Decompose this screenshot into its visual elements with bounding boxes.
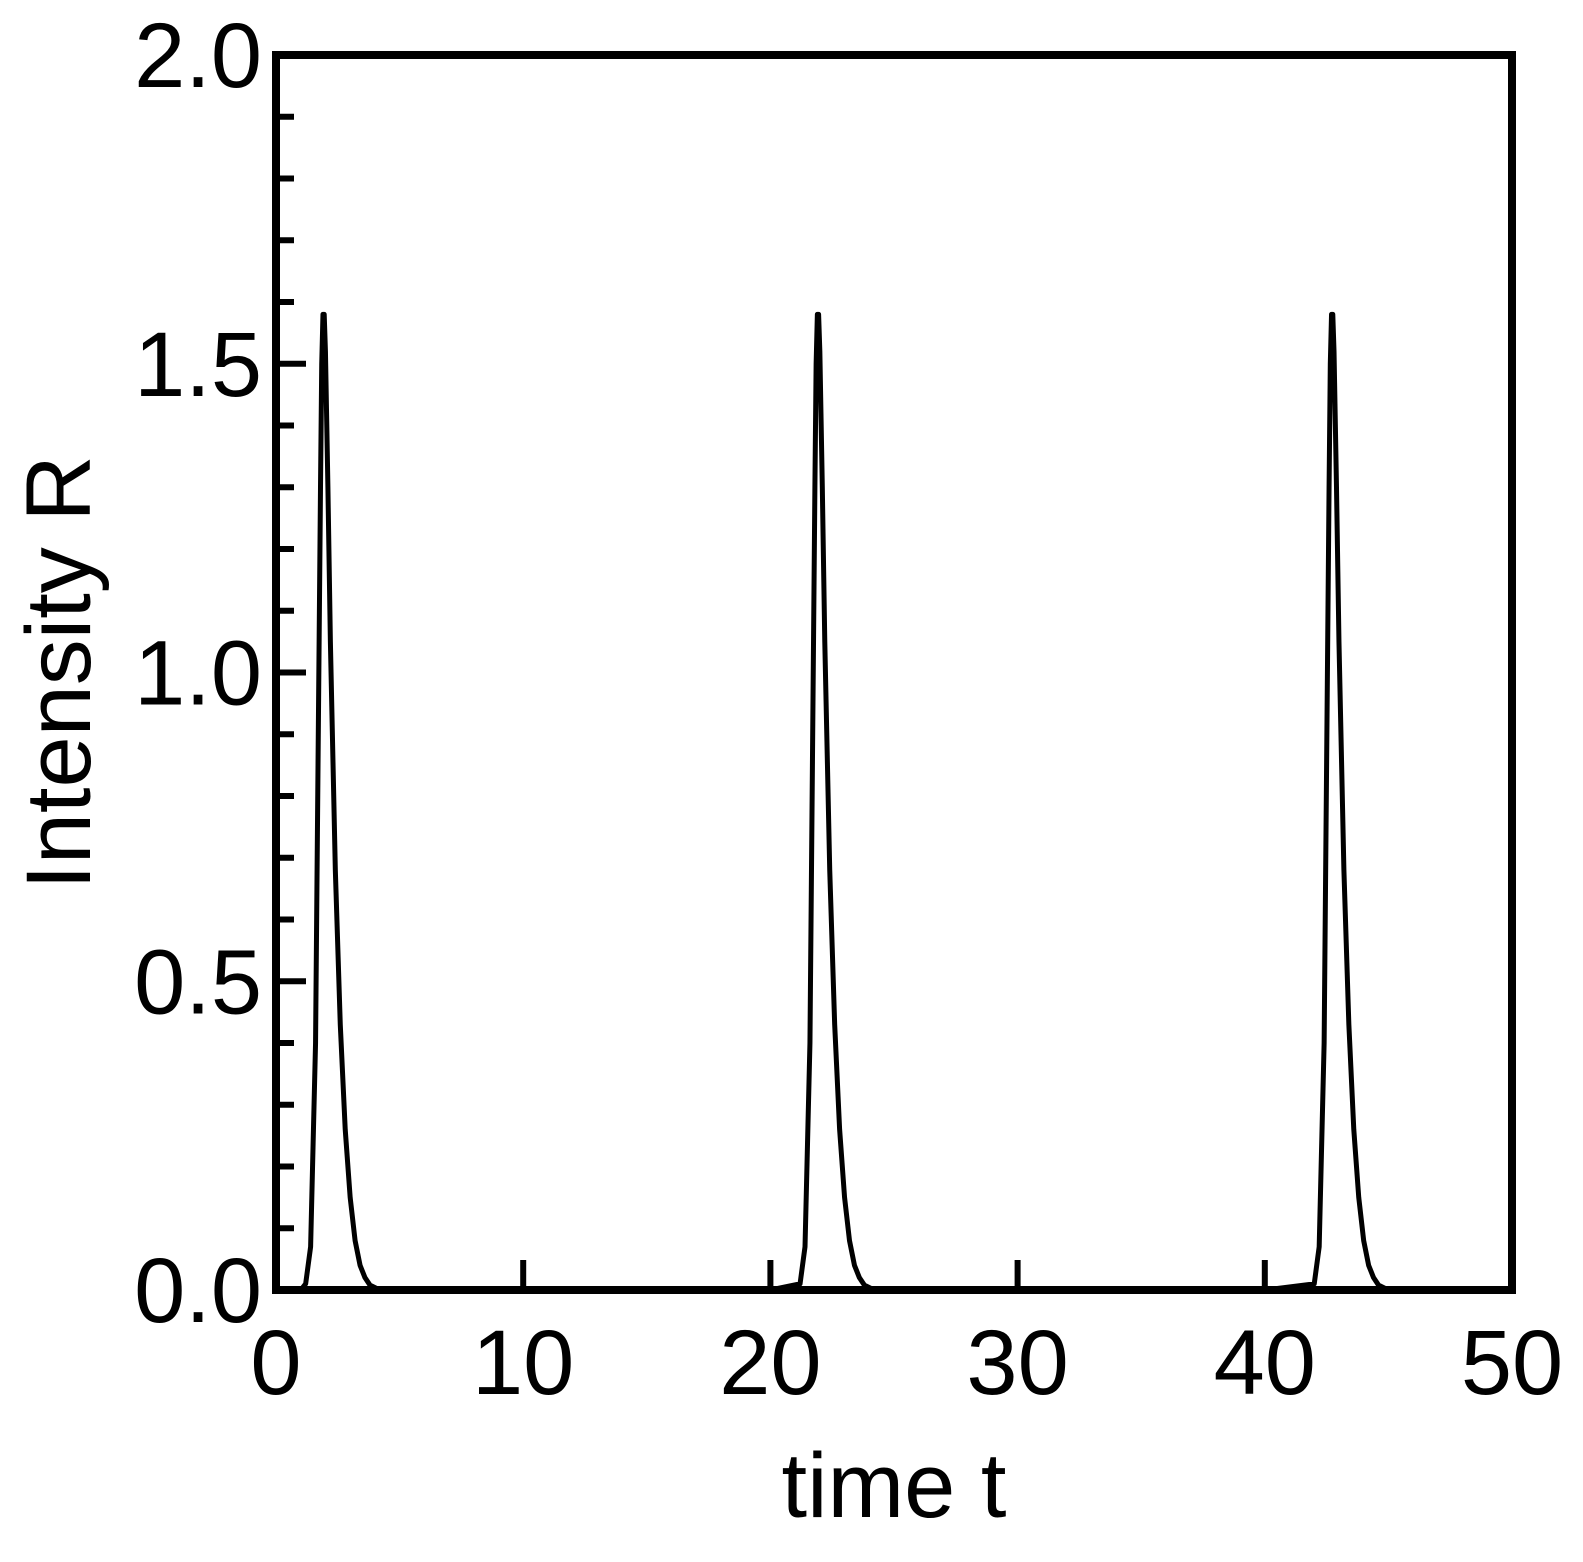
- x-axis-title: time t: [782, 1435, 1007, 1537]
- series-line-intensity: [276, 311, 1512, 1293]
- x-tick-label: 40: [1214, 1312, 1316, 1414]
- x-tick-label: 0: [250, 1312, 301, 1414]
- x-tick-label: 30: [966, 1312, 1068, 1414]
- y-tick-label: 2.0: [134, 5, 262, 107]
- y-tick-label: 1.0: [134, 623, 262, 725]
- plot-frame: [272, 51, 1516, 1294]
- y-axis-title: Intensity R: [8, 455, 110, 890]
- x-tick-label: 20: [719, 1312, 821, 1414]
- y-tick-label: 0.5: [134, 931, 262, 1033]
- x-tick-label: 50: [1461, 1312, 1563, 1414]
- x-tick-label: 10: [472, 1312, 574, 1414]
- axis-ticks: [276, 113, 1268, 1290]
- y-tick-label: 1.5: [134, 314, 262, 416]
- y-tick-label: 0.0: [134, 1240, 262, 1342]
- tick-labels: 0.0 0.5 1.0 1.5 2.0 0 10 20 30 40 50: [134, 5, 1563, 1414]
